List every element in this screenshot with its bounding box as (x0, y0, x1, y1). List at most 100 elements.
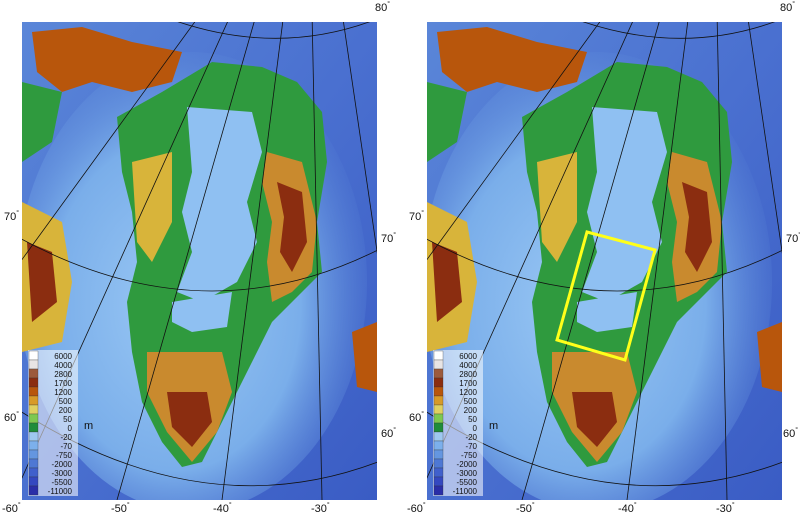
legend-swatch (433, 404, 444, 415)
legend-level-label: -2000 (52, 460, 73, 469)
map-left (22, 22, 377, 500)
legend-level-label: 6000 (459, 352, 477, 361)
legend-swatch (433, 422, 444, 433)
legend-left-svg: 60004000280017001200500200500-20-70-750-… (28, 350, 93, 496)
canadian-islands-lowland (22, 82, 62, 162)
legend-level-label: -20 (465, 433, 477, 442)
parallel-70 (22, 238, 377, 292)
legend-swatch (28, 485, 39, 496)
legend-swatch (433, 386, 444, 397)
baffin-peaks (27, 242, 57, 322)
canadian-islands-lowland (427, 82, 467, 162)
legend-level-label: -70 (60, 442, 72, 451)
legend-swatch (28, 458, 39, 469)
iceland-edge (352, 322, 377, 392)
legend-swatch (433, 440, 444, 451)
legend-swatch (433, 395, 444, 406)
legend-unit-label: m (84, 420, 93, 432)
greenland-west-highlands (537, 152, 577, 262)
legend-swatch (433, 413, 444, 424)
greenland-peaks-east (682, 182, 712, 272)
greenland-south-peaks (167, 392, 212, 447)
legend-level-label: 1200 (459, 388, 477, 397)
greenland-peaks-east (277, 182, 307, 272)
legend-level-label: -750 (461, 451, 478, 460)
legend-level-label: 50 (468, 415, 477, 424)
lon-label-50-right-map: -50° (516, 502, 535, 515)
parallel-70 (427, 238, 782, 292)
legend-swatch (28, 440, 39, 451)
lon-label-40: -40° (213, 502, 232, 515)
legend-level-label: 2800 (54, 370, 72, 379)
legend-swatch (433, 431, 444, 442)
legend-swatch (433, 449, 444, 460)
legend-swatch (433, 476, 444, 487)
map-left-svg (22, 22, 377, 500)
legend-swatch (28, 404, 39, 415)
legend-swatch (433, 467, 444, 478)
legend-level-label: -5500 (52, 478, 73, 487)
meridian-40 (626, 22, 689, 500)
meridian-30 (716, 22, 728, 500)
lon-label-30: -30° (311, 502, 330, 515)
map-right-svg (427, 22, 782, 500)
legend-right: 6000 4000 2800 1700 1200 500 200 50 0 -20 -70 -750-… (433, 350, 513, 505)
legend-swatch (28, 431, 39, 442)
legend-swatch (433, 359, 444, 370)
lat-label-80-right-map: 80° (780, 1, 796, 14)
legend-level-label: -3000 (52, 469, 73, 478)
lat-label-70-left: 70° (4, 210, 20, 223)
meridian-70 (427, 22, 601, 261)
parallel-80 (177, 22, 371, 39)
legend-swatch (28, 413, 39, 424)
legend-swatch (28, 350, 39, 361)
legend-level-label: 4000 (459, 361, 477, 370)
legend-swatch (433, 458, 444, 469)
legend-swatch (28, 359, 39, 370)
lat-label-70-left-right-map: 70° (409, 210, 425, 223)
legend-level-label: 4000 (54, 361, 72, 370)
baffin-peaks (432, 242, 462, 322)
lat-label-80: 80° (375, 1, 391, 14)
legend-level-label: 500 (464, 397, 478, 406)
legend-left: 6000 4000 2800 1700 1200 500 200 50 0 -20 -70 -750-… (28, 350, 108, 505)
canadian-islands (32, 27, 182, 92)
legend-swatch (433, 350, 444, 361)
legend-level-label: -750 (56, 451, 73, 460)
greenland-south-peaks (572, 392, 617, 447)
legend-right-svg: 60004000280017001200500200500-20-70-750-… (433, 350, 498, 496)
legend-swatch (28, 467, 39, 478)
legend-level-label: 200 (464, 406, 478, 415)
ice-sheet-south (577, 292, 637, 332)
lat-label-60-right: 60° (381, 427, 397, 440)
legend-level-label: -11000 (48, 487, 73, 496)
legend-level-label: -5500 (457, 478, 478, 487)
legend-swatch (433, 368, 444, 379)
legend-level-label: 0 (473, 424, 478, 433)
legend-level-label: -2000 (457, 460, 478, 469)
legend-level-label: -70 (465, 442, 477, 451)
legend-level-label: -11000 (453, 487, 478, 496)
meridian-40 (221, 22, 284, 500)
lon-label-50: -50° (111, 502, 130, 515)
meridian-70 (22, 22, 196, 261)
legend-swatch (433, 485, 444, 496)
legend-level-label: 1700 (54, 379, 72, 388)
legend-level-label: 50 (63, 415, 72, 424)
meridian-30 (311, 22, 323, 500)
lon-label-60: -60° (2, 502, 21, 515)
lat-label-60-right-right-map: 60° (783, 427, 799, 440)
legend-swatch (28, 476, 39, 487)
meridian-20 (748, 22, 782, 254)
iceland-edge (757, 322, 782, 392)
highlight-box (555, 230, 657, 362)
meridian-50 (116, 22, 255, 500)
legend-level-label: 200 (59, 406, 73, 415)
legend-level-label: -20 (60, 433, 72, 442)
legend-level-label: -3000 (457, 469, 478, 478)
legend-level-label: 6000 (54, 352, 72, 361)
legend-level-label: 0 (68, 424, 73, 433)
lon-label-30-right-map: -30° (716, 502, 735, 515)
lon-label-40-right-map: -40° (618, 502, 637, 515)
ice-sheet (582, 107, 667, 302)
